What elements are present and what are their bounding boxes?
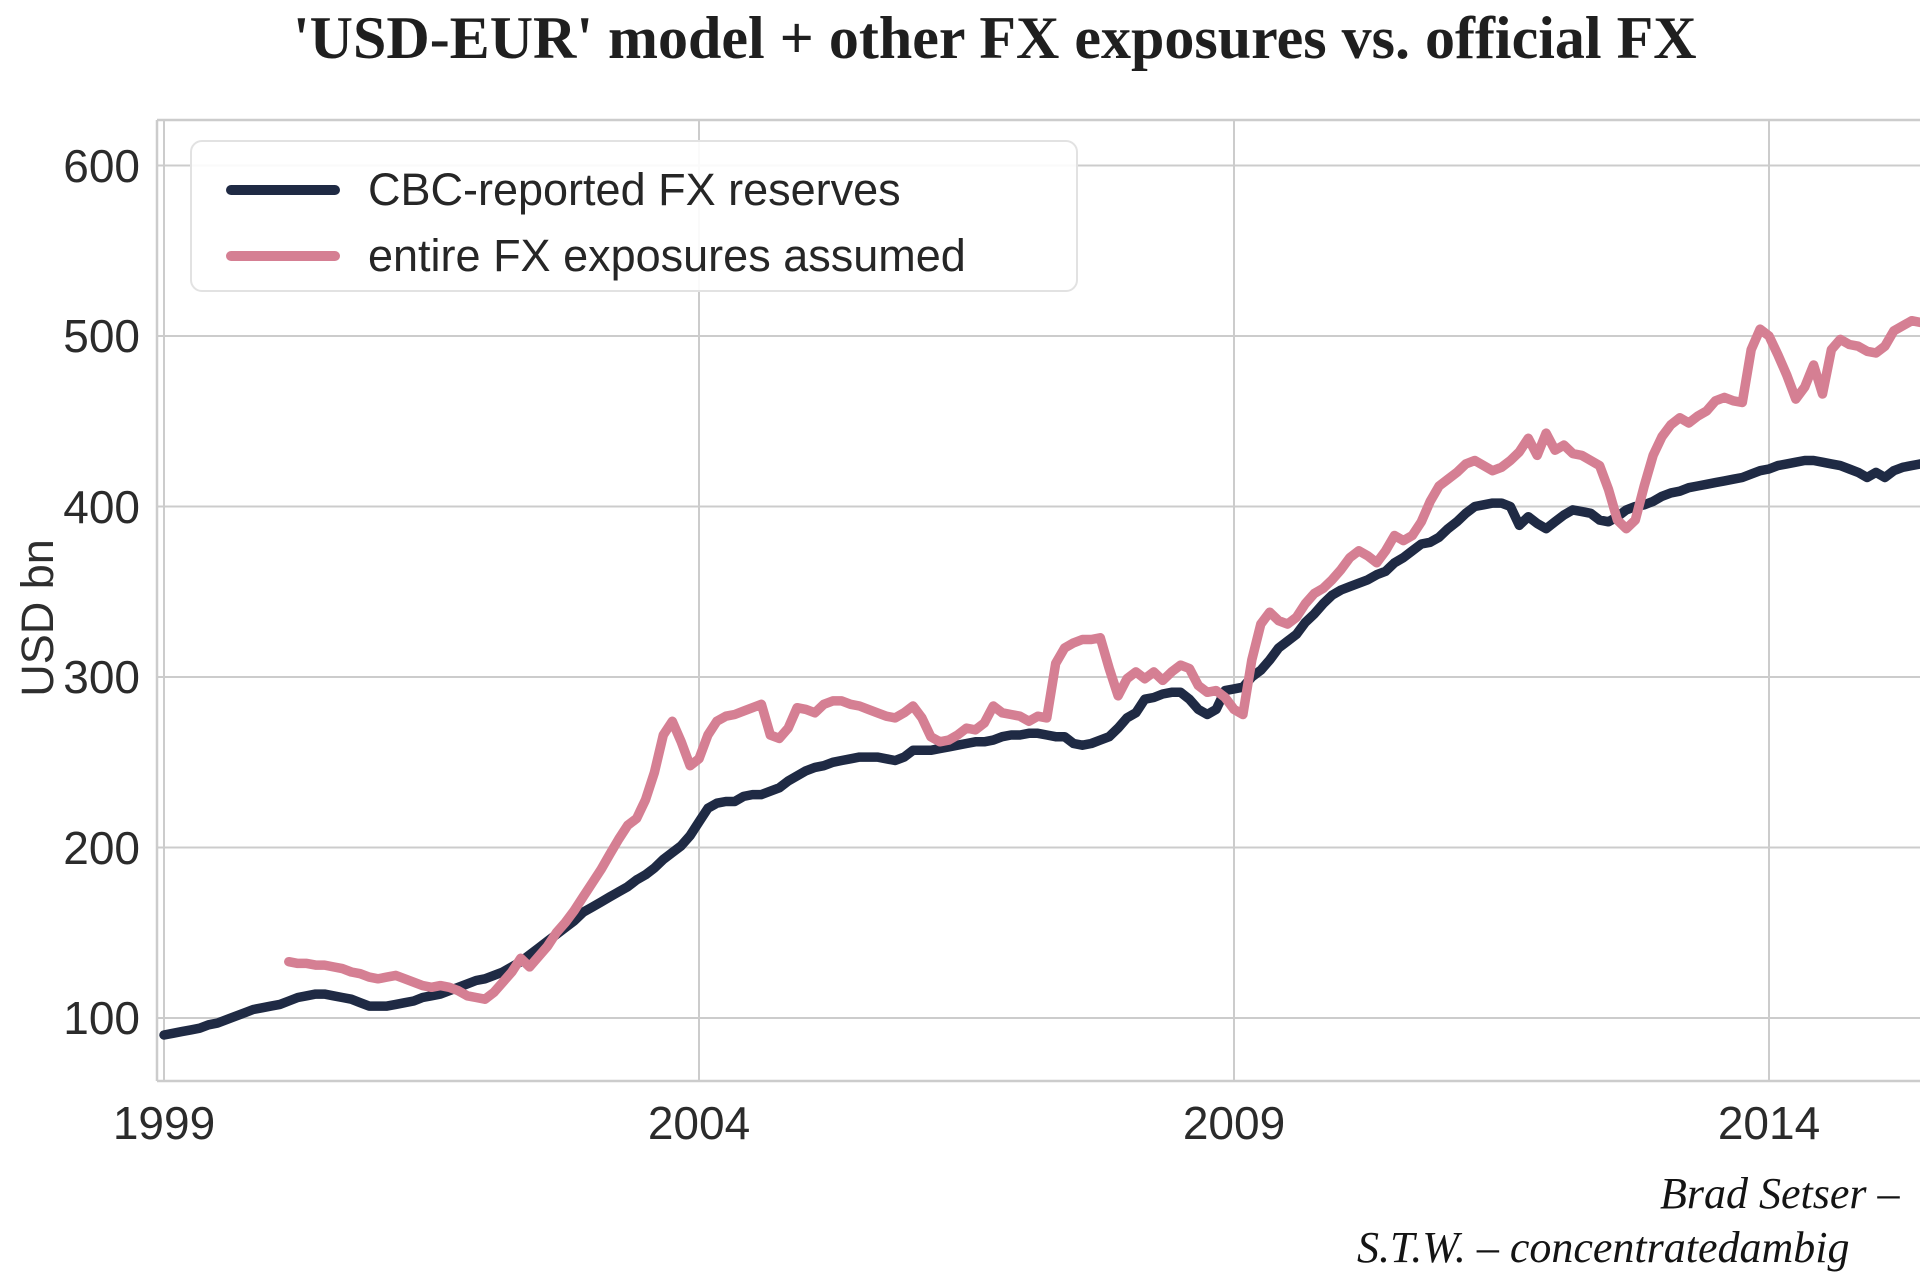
y-tick-label: 500	[63, 310, 140, 362]
y-tick-label: 400	[63, 480, 140, 533]
x-tick-label: 2009	[1182, 1097, 1286, 1149]
x-tick-label: 2014	[1717, 1097, 1821, 1149]
navy-line-swatch-icon	[226, 185, 340, 195]
legend-label: CBC-reported FX reserves	[368, 164, 901, 215]
y-tick-label: 200	[63, 821, 140, 874]
chart-title: 'USD-EUR' model + other FX exposures vs.…	[293, 5, 1697, 71]
legend-label: entire FX exposures assumed	[368, 230, 966, 281]
rose-line-swatch-icon	[226, 251, 340, 261]
legend-item-fx-exposures: entire FX exposures assumed	[226, 228, 1076, 284]
x-tick-label: 1999	[112, 1097, 216, 1149]
y-axis-label: USD bn	[12, 539, 63, 697]
attribution-source: S.T.W. – concentratedambig	[1357, 1223, 1850, 1272]
series-line-0	[159, 455, 1920, 1040]
y-tick-label: 600	[63, 139, 140, 192]
legend: CBC-reported FX reserves entire FX expos…	[190, 140, 1078, 292]
x-tick-label: 2004	[647, 1097, 751, 1149]
y-tick-label: 300	[63, 651, 140, 703]
series-line-1	[284, 315, 1920, 1004]
y-tick-label: 100	[63, 992, 140, 1044]
attribution-author: Brad Setser –	[1660, 1169, 1900, 1218]
legend-item-cbc-reserves: CBC-reported FX reserves	[226, 162, 1076, 218]
